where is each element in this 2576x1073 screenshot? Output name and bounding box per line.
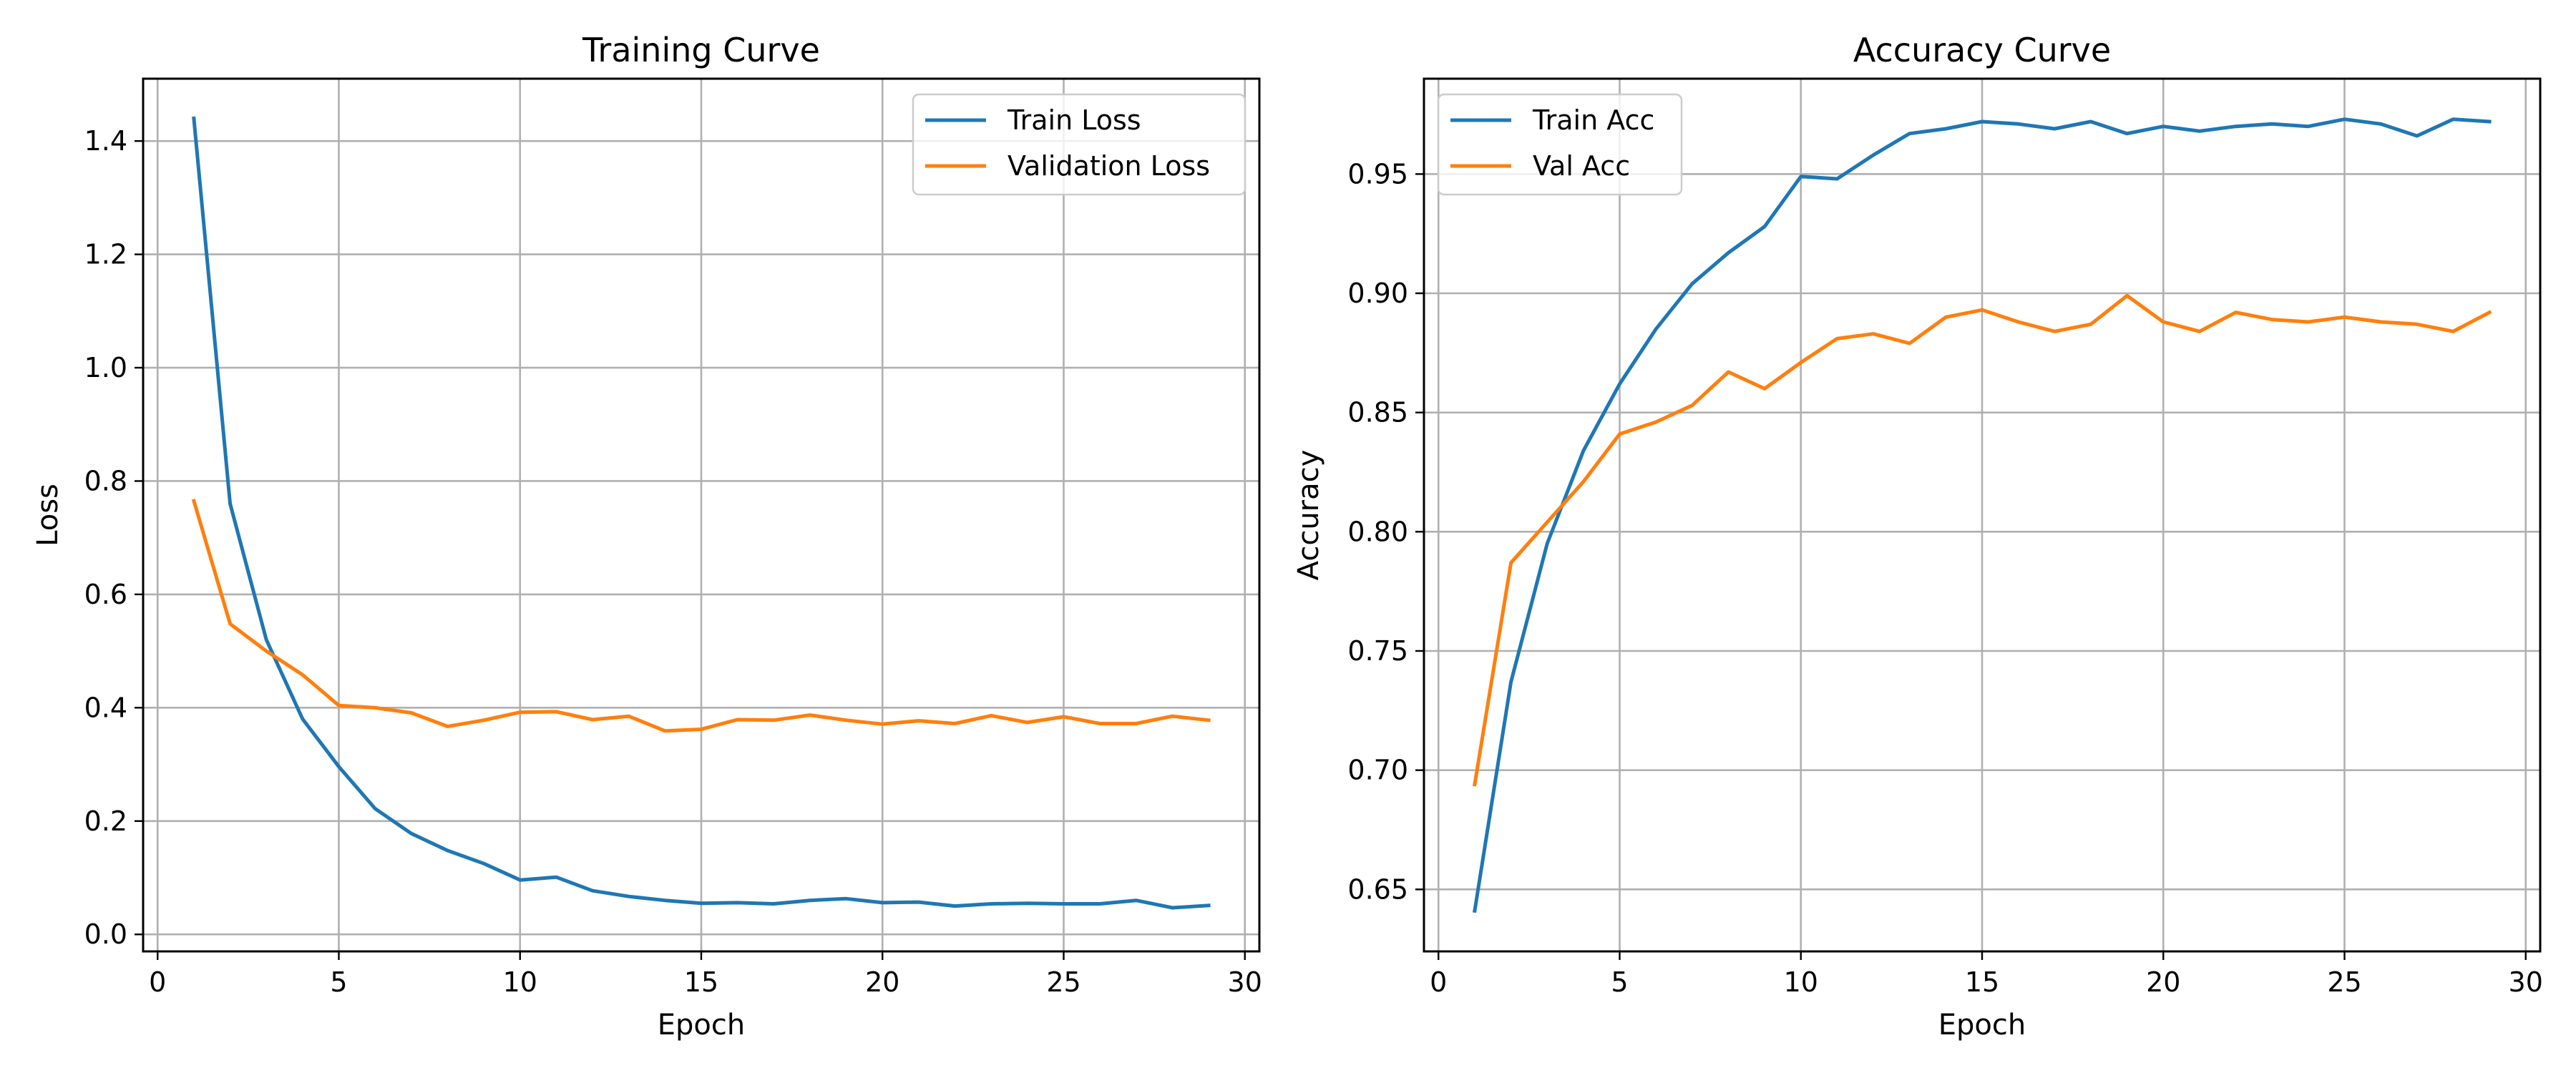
series-line-val-acc bbox=[1473, 293, 2492, 787]
x-tick-label: 10 bbox=[503, 966, 537, 998]
chart-accuracy-curve: Accuracy Curve 0 5 10 15 20 25 30 0.65 0.70 0.75… bbox=[1292, 31, 2543, 1042]
x-tick-label: 25 bbox=[1046, 966, 1080, 998]
y-tick-label: 0.65 bbox=[1347, 873, 1408, 905]
x-tick-label: 0 bbox=[1430, 966, 1447, 998]
series-line-train-acc bbox=[1473, 117, 2492, 913]
y-axis-label: Accuracy bbox=[1292, 450, 1325, 581]
x-tick-label: 5 bbox=[330, 966, 347, 998]
x-tick-label: 15 bbox=[684, 966, 718, 998]
y-tick-label: 0.90 bbox=[1347, 278, 1408, 309]
y-tick-label: 0.80 bbox=[1347, 516, 1408, 547]
series-line-validation-loss bbox=[191, 499, 1211, 733]
x-axis-label: Epoch bbox=[1938, 1009, 2026, 1042]
x-ticks: 0 5 10 15 20 25 30 bbox=[149, 951, 1262, 998]
legend: Train Loss Validation Loss bbox=[912, 93, 1246, 196]
y-tick-label: 1.4 bbox=[84, 125, 127, 157]
y-tick-label: 1.0 bbox=[84, 352, 127, 383]
x-tick-label: 20 bbox=[865, 966, 899, 998]
x-tick-label: 30 bbox=[2509, 966, 2543, 998]
chart-title: Accuracy Curve bbox=[1853, 31, 2111, 69]
x-tick-label: 15 bbox=[1965, 966, 1999, 998]
x-tick-label: 5 bbox=[1611, 966, 1628, 998]
y-tick-label: 0.4 bbox=[84, 692, 127, 723]
y-tick-label: 0.8 bbox=[84, 465, 127, 496]
y-tick-label: 0.0 bbox=[84, 918, 127, 950]
chart-title: Training Curve bbox=[582, 31, 820, 69]
grid bbox=[143, 79, 1259, 951]
x-tick-label: 20 bbox=[2146, 966, 2180, 998]
legend: Train Acc Val Acc bbox=[1437, 93, 1683, 196]
y-ticks: 0.65 0.70 0.75 0.80 0.85 0.90 0.95 bbox=[1347, 158, 1424, 905]
legend-label-validation-loss: Validation Loss bbox=[1008, 150, 1210, 182]
y-tick-label: 0.95 bbox=[1347, 158, 1408, 190]
y-tick-label: 0.2 bbox=[84, 805, 127, 837]
series-lines bbox=[191, 116, 1211, 910]
series-lines bbox=[1473, 117, 2492, 913]
legend-label-train-loss: Train Loss bbox=[1007, 104, 1141, 136]
y-tick-label: 1.2 bbox=[84, 239, 127, 270]
chart-training-curve: Training Curve 0 5 10 15 20 25 30 0.0 0.2 0.4 0.6… bbox=[31, 31, 1262, 1042]
x-ticks: 0 5 10 15 20 25 30 bbox=[1430, 951, 2543, 998]
x-tick-label: 0 bbox=[149, 966, 166, 998]
y-tick-label: 0.75 bbox=[1347, 635, 1408, 667]
y-axis-label: Loss bbox=[31, 484, 64, 547]
x-tick-label: 25 bbox=[2327, 966, 2361, 998]
y-tick-label: 0.70 bbox=[1347, 755, 1408, 786]
legend-label-val-acc: Val Acc bbox=[1533, 150, 1630, 182]
legend-label-train-acc: Train Acc bbox=[1532, 104, 1654, 136]
x-tick-label: 10 bbox=[1784, 966, 1818, 998]
y-tick-label: 0.85 bbox=[1347, 397, 1408, 428]
x-axis-label: Epoch bbox=[658, 1009, 745, 1042]
y-tick-label: 0.6 bbox=[84, 579, 127, 610]
grid bbox=[1424, 79, 2540, 951]
series-line-train-loss bbox=[192, 116, 1211, 910]
legend-box bbox=[912, 93, 1246, 196]
y-ticks: 0.0 0.2 0.4 0.6 0.8 1.0 1.2 1.4 bbox=[84, 125, 143, 950]
x-tick-label: 30 bbox=[1228, 966, 1262, 998]
